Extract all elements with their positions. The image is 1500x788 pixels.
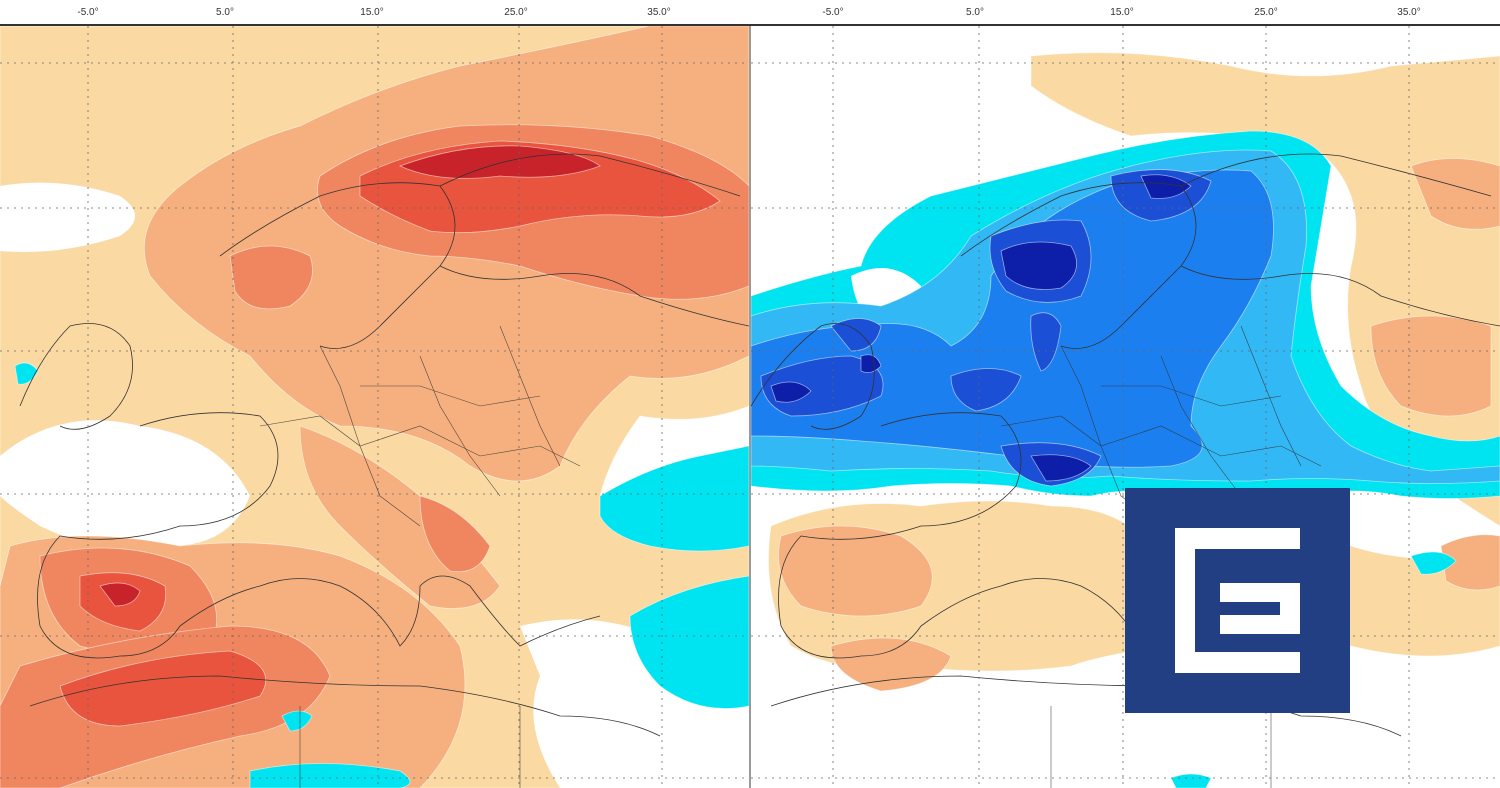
cold-anomaly-map-graphic [751, 26, 1500, 788]
tick-label: 5.0° [216, 7, 234, 18]
anomaly-neutral-area [0, 420, 250, 549]
longitude-axis: -5.0° 5.0° 15.0° 25.0° 35.0° -5.0° 5.0° … [0, 0, 1500, 26]
anomaly-fill-level-5 [1140, 174, 1192, 199]
tick-label: 25.0° [1254, 7, 1278, 18]
tick-label: 15.0° [1110, 7, 1134, 18]
tick-label: 35.0° [1397, 7, 1421, 18]
anomaly-fill-level-4 [1030, 312, 1062, 372]
anomaly-fill-level-3 [229, 245, 313, 310]
cez-logo-icon [1125, 488, 1350, 713]
panel-divider [749, 26, 751, 788]
cold-anomaly-map [751, 26, 1500, 788]
borders [259, 325, 581, 788]
tick-label: -5.0° [822, 7, 844, 18]
anomaly-fill-level-5 [770, 381, 812, 403]
anomaly-fill-warm-area [1410, 158, 1500, 230]
anomaly-fill-cold-spot [281, 710, 313, 732]
anomaly-fill-level-3 [419, 495, 491, 573]
anomaly-fill-cold-spot [1170, 773, 1212, 788]
tick-label: 15.0° [360, 7, 384, 18]
anomaly-fill-warm-area [830, 637, 952, 692]
anomaly-neutral-area [0, 182, 135, 252]
anomaly-fill-level-5 [398, 145, 601, 179]
coastlines [19, 153, 749, 737]
anomaly-fill-warm-area [778, 525, 933, 617]
tick-label: 35.0° [647, 7, 671, 18]
tick-label: 25.0° [504, 7, 528, 18]
tick-label: -5.0° [77, 7, 99, 18]
anomaly-fill-level-5 [1030, 454, 1092, 482]
logo-mark [1175, 528, 1300, 673]
anomaly-fill-cold-spot [1410, 551, 1457, 575]
anomaly-fill-level-5 [1000, 241, 1078, 290]
warm-anomaly-map-graphic [0, 26, 749, 788]
logo-graphic [1125, 488, 1350, 713]
graticule [751, 26, 1500, 788]
anomaly-fill-cold-spot [599, 445, 749, 552]
anomaly-fill-level-4 [950, 368, 1022, 412]
tick-label: 5.0° [966, 7, 984, 18]
anomaly-fill-level-5 [99, 582, 141, 607]
anomaly-fill-warm-area [1370, 315, 1492, 417]
anomaly-fill-level-4 [59, 650, 266, 727]
warm-anomaly-map [0, 26, 749, 788]
graticule [0, 26, 749, 788]
anomaly-fill-warm-area [1030, 52, 1500, 527]
anomaly-fill-cold-spot [629, 575, 749, 709]
anomaly-fill-level-5 [860, 354, 882, 374]
anomaly-fill-cold-spot [249, 763, 411, 788]
anomaly-fill-warm-area [1440, 534, 1500, 591]
